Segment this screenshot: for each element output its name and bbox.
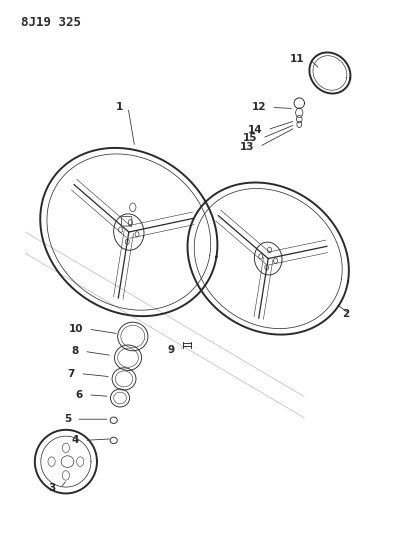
Text: 7: 7 <box>68 369 75 378</box>
Text: 13: 13 <box>240 142 254 152</box>
Text: 5: 5 <box>64 414 71 424</box>
Text: 11: 11 <box>290 54 304 63</box>
Text: 10: 10 <box>69 324 83 334</box>
Text: 9: 9 <box>168 345 174 356</box>
Text: 8J19 325: 8J19 325 <box>21 16 81 29</box>
Text: 3: 3 <box>48 483 55 493</box>
Text: 6: 6 <box>76 390 83 400</box>
Text: 2: 2 <box>342 309 350 319</box>
Text: 4: 4 <box>72 435 79 446</box>
Text: 14: 14 <box>247 125 262 135</box>
Text: 1: 1 <box>115 102 123 112</box>
Text: 8: 8 <box>72 346 79 357</box>
Text: 15: 15 <box>243 133 257 143</box>
Text: 12: 12 <box>252 102 266 112</box>
